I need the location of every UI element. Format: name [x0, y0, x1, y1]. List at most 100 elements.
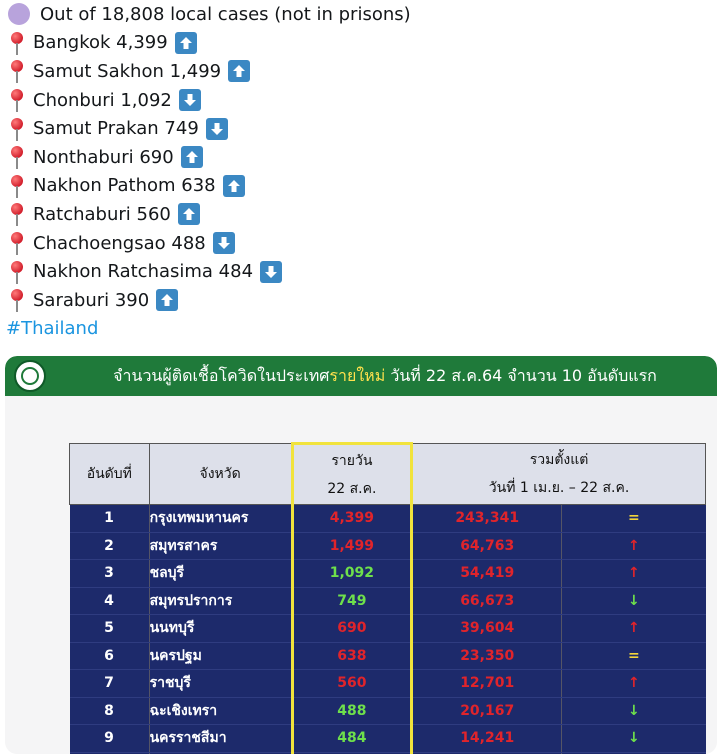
province-cell: ฉะเชิงเทรา — [149, 697, 293, 725]
header-daily: รายวัน 22 ส.ค. — [290, 442, 414, 505]
up-arrow-icon — [222, 174, 245, 197]
trend-cell: ↑ — [561, 532, 706, 560]
up-arrow-icon — [174, 31, 197, 54]
round-pushpin-icon — [6, 30, 30, 56]
province-line: Chachoengsao 488 — [6, 229, 706, 258]
province-label: Ratchaburi 560 — [33, 203, 171, 225]
table-row: 7 ราชบุรี 560 12,701 ↑ — [69, 669, 706, 698]
title-prefix: จำนวนผู้ติดเชื้อโควิดในประเทศ — [113, 366, 330, 385]
header-total-line2: วันที่ 1 เม.ย. – 22 ส.ค. — [488, 480, 630, 496]
purple-circle-icon — [8, 3, 30, 26]
table-body: 1 กรุงเทพมหานคร 4,399 243,341 = 2 สมุทรสาคร 1,4… — [69, 504, 706, 754]
round-pushpin-icon — [6, 87, 30, 113]
trend-cell: ↑ — [561, 752, 706, 754]
daily-cases-cell: 4,399 — [290, 504, 414, 533]
down-arrow-icon: ↓ — [628, 702, 640, 719]
trend-cell: = — [561, 504, 706, 533]
daily-cases-cell: 690 — [290, 614, 414, 643]
daily-cases-cell: 749 — [290, 587, 414, 615]
province-line: Ratchaburi 560 — [6, 200, 706, 229]
round-pushpin-icon — [6, 58, 30, 84]
rank-cell: 5 — [69, 614, 150, 643]
province-cell: สมุทรสาคร — [149, 532, 293, 560]
title-highlight: รายใหม่ — [329, 366, 386, 385]
table-row: 3 ชลบุรี 1,092 54,419 ↑ — [69, 559, 706, 588]
province-label: Chonburi 1,092 — [33, 89, 172, 111]
trend-cell: ↓ — [561, 587, 706, 615]
daily-cases-cell: 560 — [290, 669, 414, 698]
header-daily-line2: 22 ส.ค. — [327, 480, 377, 497]
table-row: 1 กรุงเทพมหานคร 4,399 243,341 = — [69, 504, 706, 533]
header-daily-line1: รายวัน — [331, 452, 373, 469]
province-line: Bangkok 4,399 — [6, 29, 706, 58]
hashtag-link[interactable]: #Thailand — [6, 318, 99, 340]
table-row: 5 นนทบุรี 690 39,604 ↑ — [69, 614, 706, 643]
province-line: Nakhon Ratchasima 484 — [6, 257, 706, 286]
province-line: Samut Sakhon 1,499 — [6, 57, 706, 86]
trend-cell: ↑ — [561, 559, 706, 588]
summary-text: Out of 18,808 local cases (not in prison… — [40, 3, 411, 25]
down-arrow-icon — [260, 260, 283, 283]
trend-cell: ↑ — [561, 614, 706, 643]
round-pushpin-icon — [6, 287, 30, 313]
up-arrow-icon — [228, 60, 251, 83]
tweet-text: Out of 18,808 local cases (not in prison… — [6, 0, 706, 343]
province-cell: กรุงเทพมหานคร — [149, 504, 293, 533]
up-arrow-icon: ↑ — [628, 537, 640, 554]
table-row: 8 ฉะเชิงเทรา 488 20,167 ↓ — [69, 697, 706, 725]
down-arrow-icon — [205, 117, 228, 140]
province-label: Bangkok 4,399 — [33, 32, 168, 54]
province-list: Bangkok 4,399 Samut Sakhon 1,499 Chonburi … — [6, 29, 706, 315]
infographic-image[interactable]: จำนวนผู้ติดเชื้อโควิดในประเทศรายใหม่ วัน… — [5, 356, 717, 754]
up-arrow-icon — [180, 146, 203, 169]
table-row: 10สระบุรี39015,991↑ — [69, 752, 706, 754]
trend-cell: ↑ — [561, 669, 706, 698]
province-label: Nonthaburi 690 — [33, 146, 174, 168]
rank-cell: 8 — [69, 697, 150, 725]
round-pushpin-icon — [6, 144, 30, 170]
summary-line: Out of 18,808 local cases (not in prison… — [6, 0, 706, 29]
rank-cell: 3 — [69, 559, 150, 588]
province-line: Saraburi 390 — [6, 286, 706, 315]
total-cases-cell: 64,763 — [411, 532, 562, 560]
rank-cell: 4 — [69, 587, 150, 615]
daily-cases-cell: 484 — [290, 724, 414, 753]
up-arrow-icon: ↑ — [628, 675, 640, 692]
total-cases-cell: 243,341 — [411, 504, 562, 533]
province-cell: นครราชสีมา — [149, 724, 293, 753]
down-arrow-icon: ↓ — [628, 592, 640, 609]
table-row: 6 นครปฐม 638 23,350 = — [69, 642, 706, 670]
rank-cell: 2 — [69, 532, 150, 560]
rank-cell: 10 — [69, 752, 150, 754]
province-cell: นครปฐม — [149, 642, 293, 670]
total-cases-cell: 23,350 — [411, 642, 562, 670]
header-rank: อันดับที่ — [69, 443, 150, 505]
cases-table: อันดับที่ จังหวัด รายวัน 22 ส.ค. รวมตั้ง… — [69, 442, 706, 754]
table-row: 2 สมุทรสาคร 1,499 64,763 ↑ — [69, 532, 706, 560]
header-province: จังหวัด — [148, 443, 293, 505]
down-arrow-icon — [212, 232, 235, 255]
daily-cases-cell: 1,499 — [290, 532, 414, 560]
total-cases-cell: 39,604 — [411, 614, 562, 643]
total-cases-cell: 12,701 — [411, 669, 562, 698]
rank-cell: 7 — [69, 669, 150, 698]
table-header-row: อันดับที่ จังหวัด รายวัน 22 ส.ค. รวมตั้ง… — [69, 442, 706, 505]
province-label: Saraburi 390 — [33, 289, 150, 311]
down-arrow-icon — [178, 89, 201, 112]
equal-sign-icon: = — [628, 510, 640, 527]
title-suffix: วันที่ 22 ส.ค.64 จำนวน 10 อันดับแรก — [385, 366, 657, 385]
total-cases-cell: 20,167 — [411, 697, 562, 725]
round-pushpin-icon — [6, 173, 30, 199]
daily-cases-cell: 1,092 — [290, 559, 414, 588]
rank-cell: 6 — [69, 642, 150, 670]
province-cell: สระบุรี — [149, 752, 293, 754]
province-line: Chonburi 1,092 — [6, 86, 706, 115]
table-panel: อันดับที่ จังหวัด รายวัน 22 ส.ค. รวมตั้ง… — [5, 396, 717, 754]
province-label: Nakhon Ratchasima 484 — [33, 261, 254, 283]
infographic-banner: จำนวนผู้ติดเชื้อโควิดในประเทศรายใหม่ วัน… — [5, 356, 717, 396]
daily-cases-cell: 390 — [290, 752, 414, 754]
ministry-logo-icon — [14, 360, 46, 392]
province-line: Nakhon Pathom 638 — [6, 172, 706, 201]
up-arrow-icon — [156, 289, 179, 312]
total-cases-cell: 14,241 — [411, 724, 562, 753]
